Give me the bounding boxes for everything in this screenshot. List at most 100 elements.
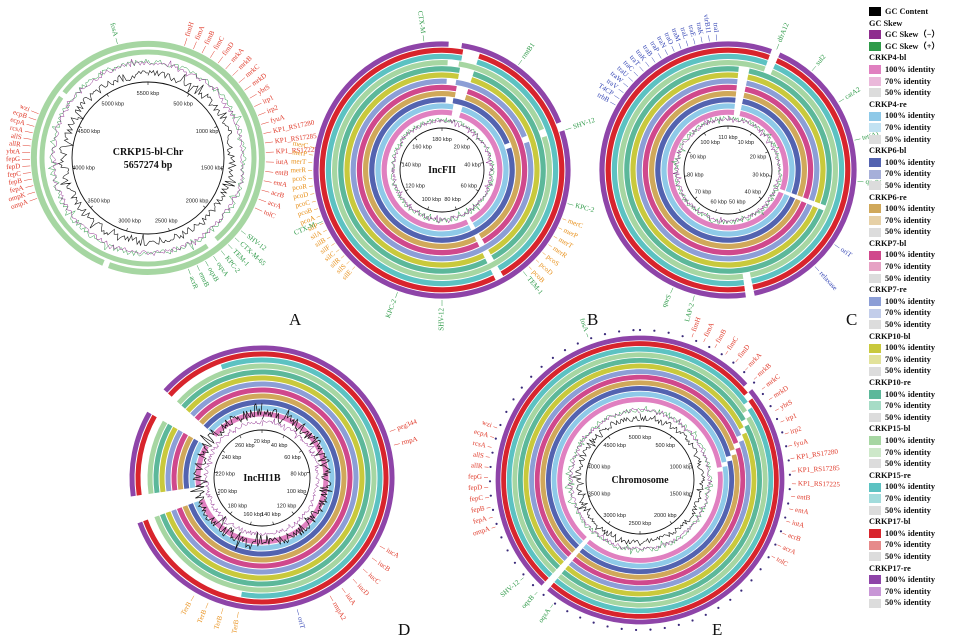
gene-label: wzi	[481, 418, 493, 429]
marker-dot	[774, 543, 777, 546]
identity-ring-segment	[369, 97, 515, 243]
gene-leader-line	[309, 146, 315, 148]
gene-leader-line	[645, 61, 650, 67]
marker-dot	[506, 549, 509, 552]
tick-label: 100 kbp	[422, 197, 442, 203]
gene-leader-line	[25, 185, 34, 188]
gene-leader-line	[814, 266, 820, 272]
marker-dot	[563, 348, 567, 352]
legend-label: 70% identity	[885, 447, 931, 457]
tick-label: 50 kbp	[729, 200, 746, 206]
gene-label: fepB	[470, 504, 485, 514]
identity-ring-segment	[62, 49, 257, 242]
tick-label: 110 kbp	[718, 135, 737, 141]
identity-ring-segment	[332, 60, 552, 280]
gene-label: catA2	[843, 85, 862, 101]
marker-dot	[779, 530, 783, 533]
tick-mark	[222, 450, 226, 453]
tick-mark	[749, 132, 753, 136]
identity-ring-segment	[319, 47, 496, 293]
identity-ring-segment	[182, 393, 347, 563]
identity-ring-segment	[753, 52, 857, 296]
tick-label: 2000 kbp	[654, 513, 677, 519]
gene-label: ecpA	[9, 116, 25, 128]
tick-label: 220 kbp	[215, 472, 235, 478]
tick-mark	[214, 126, 218, 128]
gene-leader-line	[193, 41, 197, 50]
panel-letter-e: E	[712, 620, 722, 639]
gene-label: wzi	[19, 102, 31, 113]
tick-mark	[688, 463, 692, 465]
gene-leader-line	[700, 36, 703, 43]
marker-dot	[720, 353, 723, 356]
gene-leader-line	[201, 45, 206, 54]
identity-ring-segment	[749, 69, 838, 278]
gene-label: irp2	[266, 103, 280, 115]
gene-leader-line	[768, 397, 773, 400]
marker-dot	[638, 328, 642, 332]
gene-label: entA	[273, 178, 288, 188]
gene-leader-line	[346, 261, 350, 265]
legend-item: 70% identity	[869, 400, 963, 412]
tick-label: 10 kbp	[738, 140, 755, 146]
gene-leader-line	[725, 350, 729, 355]
gene-label: ecpA	[473, 428, 489, 440]
legend-swatch	[869, 76, 881, 86]
legend-group-title: CRKP6-bl	[869, 146, 907, 156]
tick-label: 500 kbp	[655, 443, 675, 449]
gene-leader-line	[184, 38, 188, 46]
gene-leader-line	[217, 56, 224, 64]
marker-dot	[784, 516, 787, 519]
gc-skew-negative	[51, 58, 245, 257]
gene-leader-line	[225, 62, 232, 70]
legend-item: 50% identity	[869, 597, 963, 609]
gene-leader-line	[771, 555, 776, 559]
legend-swatch	[869, 529, 881, 539]
marker-dot	[708, 345, 711, 349]
legend-label: 50% identity	[885, 320, 931, 330]
tick-label: 40 kbp	[271, 443, 288, 449]
gene-label: merT	[291, 157, 307, 166]
legend-item: 70% identity	[869, 122, 963, 134]
legend-label: 100% identity	[885, 343, 936, 353]
legend-swatch	[869, 123, 881, 133]
marker-dot	[787, 502, 790, 505]
gene-label: acrR	[188, 275, 200, 290]
legend-group-title: CRKP15-re	[869, 470, 911, 480]
identity-ring-segment	[478, 53, 565, 277]
gene-label: oriT	[296, 616, 307, 630]
gc-skew-negative	[672, 115, 781, 224]
gene-label: qnrS	[660, 293, 673, 308]
marker-dot	[500, 536, 503, 539]
gene-label: fepG	[468, 473, 482, 481]
tick-label: 2500 kbp	[155, 218, 178, 224]
gene-label: fimC	[725, 335, 740, 352]
gene-leader-line	[558, 227, 563, 230]
gene-leader-line	[784, 432, 789, 435]
tick-label: 80 kbp	[444, 197, 461, 203]
identity-ring-segment	[147, 420, 168, 494]
marker-dot	[566, 610, 569, 613]
identity-ring-segment	[375, 103, 472, 237]
identity-ring-segment	[752, 58, 851, 290]
gene-label: KPC-2	[384, 298, 398, 319]
identity-ring-segment	[135, 414, 157, 496]
legend-group-title: CRKP17-re	[869, 563, 911, 573]
tick-label: 100 kbp	[700, 140, 720, 146]
legend-label: 100% identity	[885, 575, 936, 585]
gene-leader-line	[488, 517, 493, 519]
gene-leader-line	[335, 249, 340, 253]
gene-leader-line	[22, 172, 31, 174]
gene-label: mrkB	[756, 361, 773, 378]
gene-label: entB	[797, 493, 811, 502]
tick-label: 1500 kbp	[670, 491, 693, 497]
legend-label: 50% identity	[885, 412, 931, 422]
legend-swatch	[869, 134, 881, 144]
tick-label: 30 kbp	[752, 173, 769, 179]
marker-dot	[603, 333, 607, 336]
gene-label: traE	[687, 24, 698, 37]
marker-dot	[495, 522, 498, 525]
gene-label: SHV-12	[572, 116, 597, 131]
legend-item: 100% identity	[869, 435, 963, 447]
